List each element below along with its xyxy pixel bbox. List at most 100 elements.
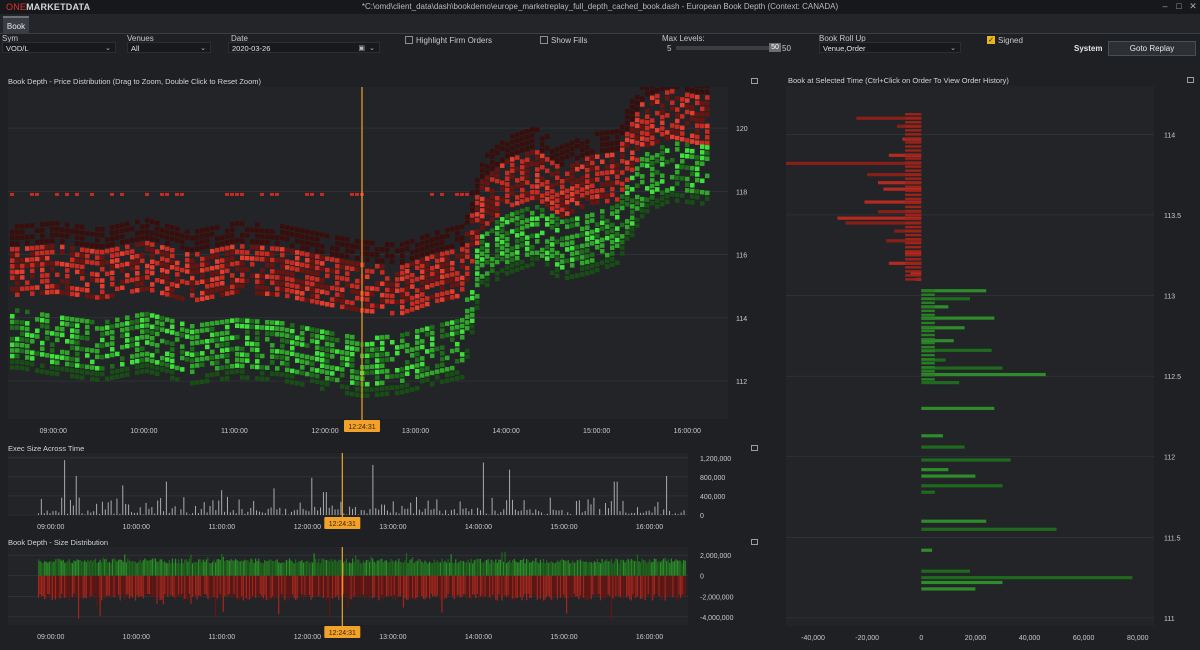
ask-cell — [580, 181, 585, 187]
ask-level-bar — [905, 205, 922, 209]
ask-cell — [420, 241, 425, 246]
ask-cell — [320, 289, 325, 295]
ask-level-bar — [905, 137, 922, 140]
ask-cell — [210, 294, 215, 299]
bid-cell — [350, 346, 355, 351]
ask-cell — [585, 156, 590, 162]
ask-cell — [610, 141, 615, 146]
bid-cell — [390, 385, 395, 391]
ask-cell — [195, 280, 200, 286]
ask-cell — [565, 205, 570, 211]
ask-cell — [695, 140, 700, 145]
ask-size-bar — [524, 575, 526, 594]
bid-cell — [285, 356, 290, 361]
bid-cell — [345, 356, 350, 362]
maximize-panel-icon[interactable] — [751, 539, 758, 545]
venues-select[interactable]: All ⌄ — [127, 42, 211, 53]
ask-cell — [685, 87, 690, 92]
maximize-button[interactable]: □ — [1176, 1, 1182, 11]
bid-cell — [700, 150, 705, 155]
ask-cell — [595, 194, 600, 199]
ask-size-bar — [475, 575, 477, 599]
maximize-panel-icon[interactable] — [1187, 77, 1194, 83]
bid-size-bar — [253, 562, 255, 576]
exec-bar — [590, 504, 592, 515]
ask-size-bar — [379, 575, 381, 600]
ask-cell — [260, 228, 265, 234]
bid-cell — [230, 335, 235, 341]
signed-checkbox[interactable]: ✓ — [987, 36, 995, 44]
bid-cell — [15, 319, 20, 325]
bid-cell — [645, 203, 650, 208]
bid-cell — [25, 309, 30, 315]
highlight-firm-orders-checkbox[interactable] — [405, 36, 413, 44]
bid-size-bar — [236, 560, 238, 576]
bid-cell — [455, 341, 460, 347]
ask-cell — [505, 159, 510, 164]
ask-cell — [240, 244, 245, 249]
date-picker[interactable]: 2020-03-26 ▣ ⌄ — [228, 42, 380, 53]
ask-cell — [55, 289, 60, 295]
ask-cell — [400, 299, 405, 304]
bid-cell — [420, 344, 425, 350]
ask-size-bar — [307, 575, 309, 597]
exec-bar — [285, 508, 287, 515]
minimize-button[interactable]: – — [1162, 1, 1168, 11]
ask-cell — [285, 225, 290, 230]
sym-select[interactable]: VOD/L ⌄ — [2, 42, 116, 53]
bid-size-bar — [522, 558, 525, 576]
ask-size-bar — [130, 575, 132, 597]
ask-cell — [420, 280, 425, 286]
max-levels-slider-handle[interactable]: 50 — [769, 43, 781, 52]
ask-size-bar — [538, 575, 540, 599]
ask-cell — [490, 205, 495, 211]
ask-cell — [440, 263, 445, 268]
calendar-icon[interactable]: ▣ — [358, 45, 365, 52]
ask-cell — [305, 297, 310, 303]
bid-cell — [185, 334, 190, 339]
bid-level-bar — [921, 337, 935, 341]
maximize-panel-icon[interactable] — [751, 78, 758, 84]
goto-replay-button[interactable]: Goto Replay — [1108, 41, 1196, 56]
bid-cell — [80, 318, 85, 323]
exec-bar — [69, 499, 71, 515]
ask-size-bar — [395, 575, 397, 601]
bid-size-bar — [273, 561, 275, 576]
ask-cell — [115, 252, 120, 257]
bid-cell — [265, 365, 270, 370]
bid-cell — [690, 188, 695, 194]
bid-cell — [200, 379, 205, 385]
ask-cell — [160, 262, 165, 267]
ask-cell — [330, 257, 335, 262]
ask-size-bar — [42, 575, 44, 597]
bid-cell — [545, 250, 550, 256]
ask-cell — [435, 241, 440, 247]
ask-cell — [600, 193, 605, 199]
exec-bar — [96, 503, 98, 515]
maximize-panel-icon[interactable] — [751, 445, 758, 451]
bid-cell — [520, 265, 525, 271]
bid-size-bar — [439, 562, 441, 576]
close-button[interactable]: ✕ — [1189, 1, 1197, 11]
bid-cell — [670, 175, 675, 180]
ask-size-bar — [96, 575, 98, 607]
bid-size-bar — [504, 551, 506, 576]
ask-cell — [335, 298, 340, 303]
ask-cell — [575, 161, 580, 166]
ask-size-bar — [91, 575, 94, 598]
ask-cell — [590, 183, 595, 188]
max-levels-slider[interactable] — [676, 46, 771, 50]
bid-size-bar — [259, 562, 261, 576]
bid-cell — [705, 145, 710, 150]
tab-book[interactable]: Book — [3, 16, 29, 33]
ask-cell — [310, 241, 315, 247]
bid-cell — [550, 253, 555, 259]
rollup-select[interactable]: Venue,Order ⌄ — [819, 42, 961, 53]
show-fills-checkbox[interactable] — [540, 36, 548, 44]
bid-cell — [210, 332, 215, 338]
ask-cell — [125, 221, 130, 227]
